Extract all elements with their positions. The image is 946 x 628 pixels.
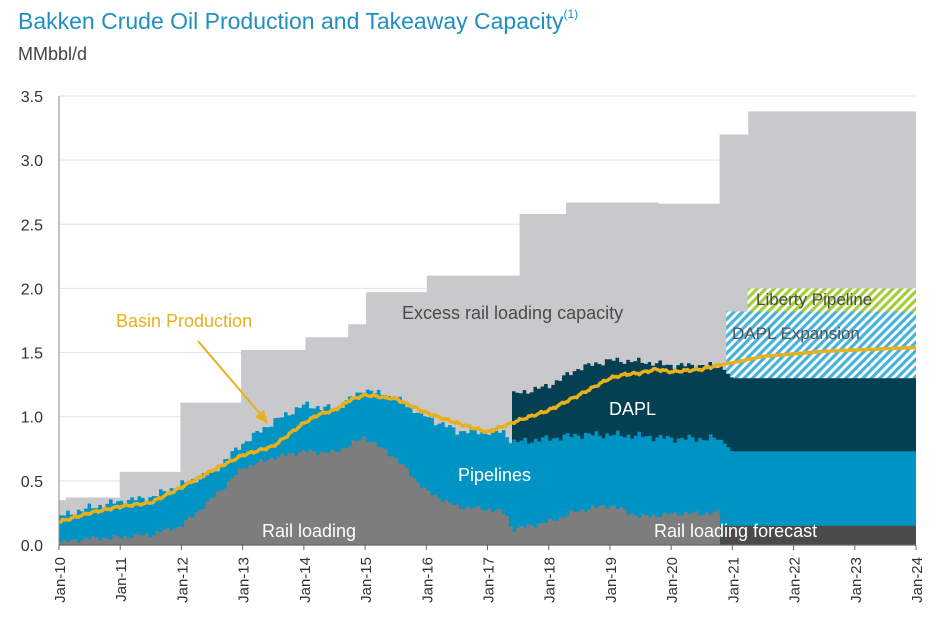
y-tick-label: 2.0 xyxy=(21,281,43,298)
basin-production-line xyxy=(58,345,917,524)
production-arrow-head xyxy=(255,410,268,424)
dapl-label: DAPL xyxy=(609,399,656,419)
pipelines-label: Pipelines xyxy=(458,465,531,485)
x-tick-label: Jan-10 xyxy=(52,557,69,603)
rail-forecast-label: Rail loading forecast xyxy=(654,521,817,541)
x-tick-label: Jan-12 xyxy=(174,557,191,603)
y-tick-label: 1.5 xyxy=(21,346,43,363)
chart-title: Bakken Crude Oil Production and Takeaway… xyxy=(18,7,579,35)
x-tick-label: Jan-20 xyxy=(664,557,681,603)
liberty-pipeline-area xyxy=(747,288,916,312)
y-tick-label: 1.0 xyxy=(21,410,43,427)
x-tick-label: Jan-23 xyxy=(848,557,865,603)
axes: 0.0 0.5 1.0 1.5 2.0 2.5 3.0 3.5 Jan-10 Jan-11 Jan-… xyxy=(21,89,926,603)
x-tick-label: Jan-16 xyxy=(419,557,436,603)
title-footnote-marker: (1) xyxy=(563,7,579,22)
series-areas xyxy=(58,111,917,546)
y-unit-label: MMbbl/d xyxy=(18,44,88,64)
dapl-expansion-label: DAPL Expansion xyxy=(732,324,860,343)
y-tick-label: 3.5 xyxy=(21,89,43,106)
x-tick-label: Jan-24 xyxy=(909,557,926,603)
rail-loading-forecast-area xyxy=(720,525,916,545)
x-tick-label: Jan-11 xyxy=(113,557,130,602)
rail-loading-label: Rail loading xyxy=(262,521,356,541)
x-tick-label: Jan-21 xyxy=(725,557,742,603)
chart-title-text: Bakken Crude Oil Production and Takeaway… xyxy=(18,8,564,34)
x-tick-label: Jan-22 xyxy=(787,557,804,603)
x-tick-label: Jan-13 xyxy=(236,557,253,603)
x-tick-label: Jan-19 xyxy=(603,557,620,603)
liberty-pipeline-label: Liberty Pipeline xyxy=(756,290,872,309)
rail-loading-area xyxy=(59,436,721,545)
x-tick-label: Jan-15 xyxy=(358,557,375,603)
series-labels: Excess rail loading capacity Liberty Pipe… xyxy=(116,290,872,541)
y-tick-label: 0.5 xyxy=(21,474,43,491)
x-tick-label: Jan-14 xyxy=(297,557,314,603)
x-tick-label: Jan-17 xyxy=(481,557,498,603)
y-tick-label: 3.0 xyxy=(21,153,43,170)
basin-production-label: Basin Production xyxy=(116,311,252,331)
dapl-expansion-area xyxy=(726,311,916,380)
x-tick-label: Jan-18 xyxy=(542,557,559,603)
y-tick-label: 0.0 xyxy=(21,538,43,555)
y-tick-label: 2.5 xyxy=(21,217,43,234)
excess-capacity-label: Excess rail loading capacity xyxy=(402,303,623,323)
production-arrow-line xyxy=(197,340,263,417)
